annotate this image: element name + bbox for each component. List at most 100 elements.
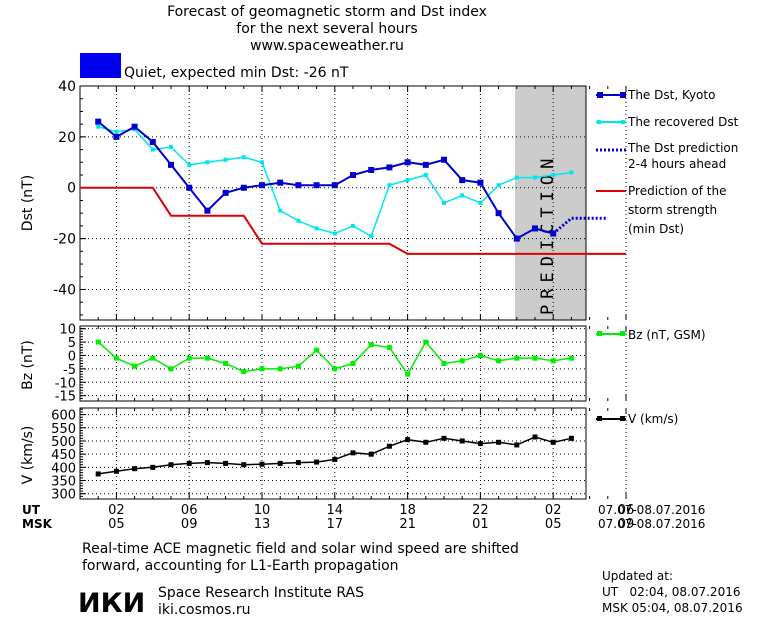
v-series-point — [496, 439, 502, 445]
iki-logo: ИКИ — [78, 588, 145, 619]
v-series-point — [568, 435, 574, 441]
bz-series-point — [150, 355, 156, 361]
dst-point — [131, 123, 138, 130]
y-tick-label: 40 — [58, 79, 76, 95]
dst-point — [533, 175, 537, 180]
legend-storm-strength-label-3: (min Dst) — [628, 222, 684, 236]
msk-tick-label: 09 — [618, 517, 635, 532]
legend-storm-strength-label-1: Prediction of the — [628, 184, 727, 198]
footer-note-line2: forward, accounting for L1-Earth propaga… — [82, 558, 399, 574]
dst-point — [186, 184, 193, 191]
dst-point — [114, 129, 119, 134]
institute-site-link[interactable]: iki.cosmos.ru — [158, 602, 250, 618]
v-series-point — [405, 437, 411, 443]
y-tick-label: 10 — [59, 323, 76, 338]
dst-point — [187, 162, 192, 167]
dst-point — [314, 226, 319, 231]
bz-series-point — [477, 352, 483, 358]
dst-point — [569, 170, 574, 175]
header-site-link[interactable]: www.spaceweather.ru — [250, 38, 404, 54]
ut-tick-label: 02 — [545, 503, 562, 518]
v-series-layer — [95, 434, 574, 477]
ut-tick-label: 10 — [254, 503, 271, 518]
y-tick-label: 350 — [51, 475, 76, 490]
dst-point — [441, 156, 447, 163]
msk-tick-label: 17 — [327, 517, 344, 532]
dst-point — [478, 201, 483, 205]
dst-point — [277, 179, 284, 186]
v-series-point — [241, 462, 247, 468]
dst-point — [442, 201, 446, 205]
dst-point — [460, 193, 465, 198]
y-tick-label: 400 — [51, 461, 76, 476]
dst-point — [278, 208, 283, 213]
institute-name: Space Research Institute RAS — [158, 585, 364, 601]
prediction-band — [515, 86, 586, 320]
v-series-point — [550, 439, 556, 445]
dst-point — [260, 160, 264, 165]
dst-series-layer — [80, 118, 626, 255]
y-tick-label: 20 — [58, 130, 76, 146]
bz-series-point — [295, 363, 301, 369]
ut-tick-label: 22 — [472, 503, 489, 518]
dst-point — [551, 173, 556, 178]
dst-point — [150, 147, 155, 152]
dst-point — [331, 182, 338, 189]
bz-series-point — [568, 355, 574, 361]
v-y-axis-label: V (km/s) — [20, 426, 36, 485]
ut-tick-label: 18 — [399, 503, 416, 518]
dst-point — [368, 166, 375, 173]
v-series-point — [532, 434, 538, 440]
dst-point — [96, 124, 101, 129]
legend-dst-recovered: The recovered Dst — [596, 115, 739, 129]
dst-point — [495, 210, 502, 217]
v-series-point — [204, 460, 210, 466]
dst-point — [223, 157, 228, 162]
dst-point — [204, 207, 211, 214]
y-tick-label: 0 — [67, 181, 76, 197]
dst-point — [496, 183, 501, 188]
msk-tick-labels: 05 09 13 17 21 01 05 09 — [108, 517, 634, 532]
legend-dst-prediction: The Dst prediction 2-4 hours ahead — [596, 141, 738, 171]
ut-tick-label: 06 — [181, 503, 198, 518]
dst-point — [386, 164, 393, 171]
msk-tick-label: 05 — [545, 517, 562, 532]
dst-series-line-0 — [97, 120, 554, 240]
dst-plot-frame — [79, 85, 587, 321]
bz-series-point — [405, 371, 411, 377]
dst-point — [241, 155, 246, 160]
status-text: Quiet, expected min Dst: -26 nT — [124, 65, 349, 81]
dst-point — [459, 177, 466, 184]
legend-dst-prediction-label-2: 2-4 hours ahead — [628, 157, 726, 171]
dst-point — [350, 172, 356, 179]
legend-dst-kyoto-label: The Dst, Kyoto — [627, 88, 715, 102]
updated-ut: UT 02:04, 08.07.2016 — [602, 585, 740, 599]
v-series-point — [368, 451, 374, 457]
dst-point — [296, 218, 301, 223]
v-series-point — [477, 441, 483, 447]
dst-series-line-3 — [80, 186, 626, 255]
bz-series-point — [514, 355, 520, 361]
v-series-point — [423, 439, 429, 445]
dst-point — [168, 161, 174, 168]
bz-plot-frame — [79, 325, 587, 402]
dst-point — [313, 182, 320, 189]
status-color-swatch — [80, 53, 121, 78]
dst-point — [240, 184, 247, 191]
bz-series-point — [532, 355, 538, 361]
legend-v-label: V (km/s) — [628, 412, 678, 426]
updated-label: Updated at: — [602, 569, 673, 583]
ut-tick-label: 02 — [108, 503, 125, 518]
dst-point — [149, 138, 156, 145]
v-series-point — [314, 459, 320, 465]
dst-point — [205, 160, 210, 165]
msk-axis-label: MSK — [22, 517, 53, 531]
y-tick-label: 450 — [51, 448, 76, 463]
bz-series-point — [368, 342, 374, 348]
bz-series-point — [386, 344, 392, 350]
bz-series-point — [441, 361, 447, 366]
